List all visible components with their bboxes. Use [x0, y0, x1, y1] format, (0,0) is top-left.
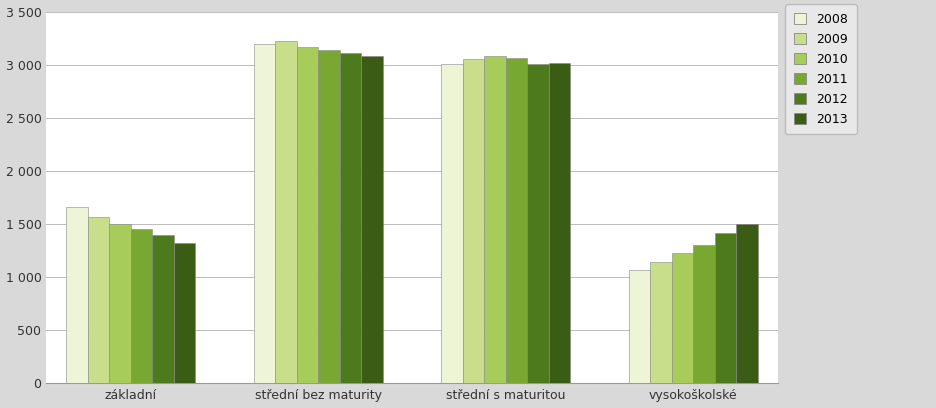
Bar — [693, 245, 714, 383]
Bar — [66, 207, 87, 383]
Bar — [505, 58, 527, 383]
Bar — [152, 235, 174, 383]
Bar — [650, 262, 671, 383]
Bar — [275, 42, 297, 383]
Bar — [109, 224, 130, 383]
Bar — [130, 229, 152, 383]
Bar — [548, 63, 570, 383]
Bar — [340, 53, 361, 383]
Bar — [628, 270, 650, 383]
Bar — [87, 217, 109, 383]
Bar — [441, 64, 462, 383]
Bar — [254, 44, 275, 383]
Bar — [714, 233, 736, 383]
Bar — [462, 60, 484, 383]
Bar — [671, 253, 693, 383]
Bar — [736, 224, 757, 383]
Bar — [297, 47, 318, 383]
Bar — [484, 56, 505, 383]
Bar — [361, 56, 383, 383]
Bar — [527, 64, 548, 383]
Legend: 2008, 2009, 2010, 2011, 2012, 2013: 2008, 2009, 2010, 2011, 2012, 2013 — [784, 4, 856, 134]
Bar — [174, 243, 196, 383]
Bar — [318, 50, 340, 383]
